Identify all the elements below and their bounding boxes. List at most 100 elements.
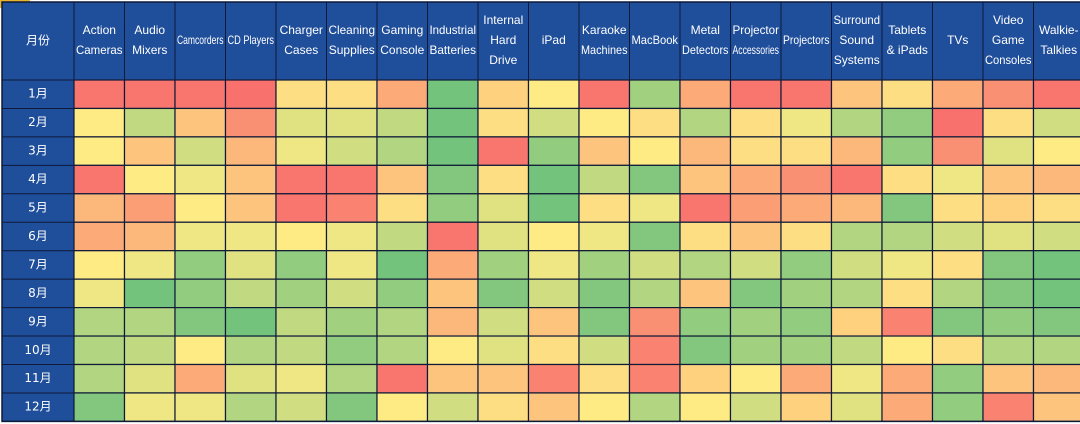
heatmap-cell-r1-c3 [224, 107, 277, 138]
column-header-12-line-1: Detectors [682, 43, 729, 57]
row-label-8: 9月 [28, 314, 48, 328]
heatmap-cell-r11-c4 [275, 392, 328, 423]
heatmap-cell-r4-c18 [982, 193, 1035, 223]
heatmap-cell-r8-c16 [881, 307, 934, 337]
heatmap-cell-r4-c15 [830, 193, 883, 223]
heatmap-cell-r5-c5 [325, 221, 378, 252]
heatmap-cell-r3-c6 [376, 164, 429, 195]
heatmap-cell-r9-c14 [780, 335, 833, 366]
heatmap-cell-r11-c13 [729, 392, 782, 423]
heatmap-cell-r1-c4 [275, 107, 328, 138]
heatmap-cell-r0-c4 [275, 79, 328, 110]
heatmap-cell-r4-c0 [73, 193, 126, 223]
heatmap-cell-r10-c10 [578, 363, 631, 394]
column-header-3-line-0: CD Players [228, 33, 275, 47]
heatmap-cell-r11-c0 [73, 392, 126, 423]
heatmap-cell-r11-c12 [679, 392, 732, 423]
heatmap-cell-r7-c12 [679, 278, 732, 309]
heatmap-cell-r7-c7 [426, 278, 479, 309]
heatmap-cell-r4-c9 [527, 193, 580, 223]
heatmap-cell-r3-c14 [780, 164, 833, 195]
heatmap-cell-r5-c2 [174, 221, 227, 252]
heatmap-cell-r0-c10 [578, 79, 631, 110]
heatmap-cell-r4-c3 [224, 193, 277, 223]
heatmap-cell-r4-c5 [325, 193, 378, 223]
column-header-4-line-0: Charger [280, 23, 323, 37]
heatmap-cell-r6-c6 [376, 250, 429, 280]
column-header-18-line-1: Game [992, 33, 1025, 47]
heatmap-cell-r1-c16 [881, 107, 934, 138]
heatmap-cell-r3-c0 [73, 164, 126, 195]
heatmap-cell-r1-c5 [325, 107, 378, 138]
heatmap-cell-r6-c11 [628, 250, 681, 280]
heatmap-cell-r9-c1 [123, 335, 176, 366]
heatmap-cell-r5-c9 [527, 221, 580, 252]
heatmap-cell-r4-c6 [376, 193, 429, 223]
heatmap-cell-r7-c8 [477, 278, 530, 309]
heatmap-cell-r9-c7 [426, 335, 479, 366]
heatmap-cell-r11-c19 [1032, 392, 1080, 423]
column-header-11-line-0: MacBook [632, 33, 679, 47]
heatmap-cell-r8-c14 [780, 307, 833, 337]
heatmap-cell-r1-c14 [780, 107, 833, 138]
column-header-18-line-0: Video [993, 13, 1024, 27]
heatmap-cell-r6-c3 [224, 250, 277, 280]
heatmap-cell-r3-c11 [628, 164, 681, 195]
heatmap-cell-r0-c6 [376, 79, 429, 110]
heatmap-cell-r2-c16 [881, 136, 934, 166]
heatmap-cell-r5-c7 [426, 221, 479, 252]
heatmap-cell-r5-c4 [275, 221, 328, 252]
heatmap-cell-r11-c2 [174, 392, 227, 423]
row-label-7: 8月 [28, 286, 48, 300]
column-header-6-line-0: Gaming [381, 23, 423, 37]
heatmap-cell-r10-c14 [780, 363, 833, 394]
heatmap-cell-r3-c5 [325, 164, 378, 195]
column-header-10-line-0: Karaoke [582, 23, 627, 37]
heatmap-cell-r0-c14 [780, 79, 833, 110]
heatmap-cell-r6-c12 [679, 250, 732, 280]
heatmap-cell-r11-c6 [376, 392, 429, 423]
heatmap-cell-r8-c11 [628, 307, 681, 337]
heatmap-cell-r5-c3 [224, 221, 277, 252]
heatmap-cell-r5-c14 [780, 221, 833, 252]
heatmap-cell-r4-c12 [679, 193, 732, 223]
column-header-4-line-1: Cases [284, 43, 318, 57]
row-label-9: 10月 [24, 343, 51, 357]
column-header-14-line-0: Projectors [783, 33, 830, 47]
heatmap-cell-r7-c0 [73, 278, 126, 309]
heatmap-cell-r9-c17 [931, 335, 984, 366]
heatmap-cell-r8-c17 [931, 307, 984, 337]
heatmap-cell-r0-c9 [527, 79, 580, 110]
heatmap-cell-r3-c7 [426, 164, 479, 195]
heatmap-cell-r10-c16 [881, 363, 934, 394]
column-header-2-line-0: Camcorders [177, 33, 224, 47]
heatmap-cell-r8-c15 [830, 307, 883, 337]
heatmap-cell-r2-c4 [275, 136, 328, 166]
heatmap-cell-r9-c2 [174, 335, 227, 366]
heatmap-cell-r1-c2 [174, 107, 227, 138]
heatmap-cell-r11-c17 [931, 392, 984, 423]
heatmap-cell-r7-c5 [325, 278, 378, 309]
column-header-10-line-1: Machines [581, 43, 628, 57]
heatmap-cell-r9-c4 [275, 335, 328, 366]
heatmap-cell-r2-c0 [73, 136, 126, 166]
heatmap-cell-r8-c6 [376, 307, 429, 337]
column-header-15-line-2: Systems [834, 53, 880, 67]
heatmap-cell-r1-c10 [578, 107, 631, 138]
heatmap-cell-r8-c2 [174, 307, 227, 337]
heatmap-cell-r6-c17 [931, 250, 984, 280]
heatmap-cell-r0-c8 [477, 79, 530, 110]
heatmap-cell-r10-c19 [1032, 363, 1080, 394]
heatmap-cell-r10-c18 [982, 363, 1035, 394]
heatmap-cell-r8-c9 [527, 307, 580, 337]
heatmap-cell-r3-c19 [1032, 164, 1080, 195]
column-header-19-line-0: Walkie- [1039, 23, 1079, 37]
heatmap-cell-r11-c9 [527, 392, 580, 423]
heatmap-cell-r11-c7 [426, 392, 479, 423]
heatmap-cell-r11-c8 [477, 392, 530, 423]
heatmap-cell-r9-c9 [527, 335, 580, 366]
heatmap-cell-r8-c7 [426, 307, 479, 337]
column-header-13-line-0: Projector [733, 23, 780, 37]
heatmap-cell-r4-c10 [578, 193, 631, 223]
